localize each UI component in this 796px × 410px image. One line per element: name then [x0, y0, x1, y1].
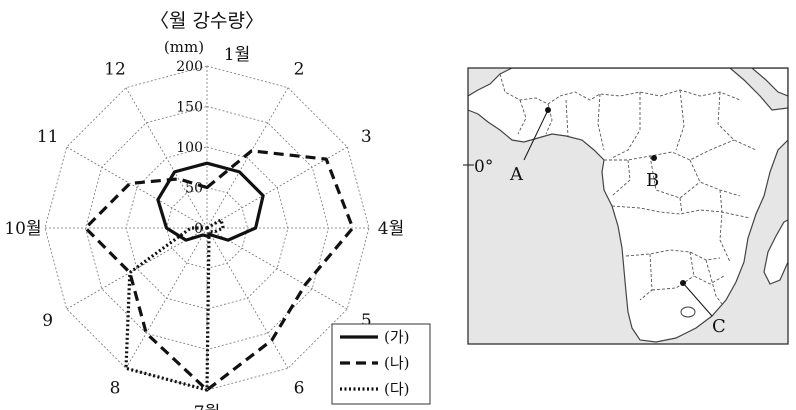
series-1-polygon: [156, 161, 265, 242]
axis-label: 2: [294, 60, 305, 80]
country-borders: [499, 73, 757, 305]
arabia-landmass: [751, 68, 788, 97]
grid-spoke: [206, 227, 289, 369]
axis-label: 3: [361, 127, 372, 147]
legend-label: (나): [384, 354, 410, 372]
axis-label: 1월: [224, 45, 250, 65]
madagascar: [763, 219, 788, 285]
legend: (가) (나) (다): [331, 323, 431, 405]
axis-label: 6: [294, 378, 305, 398]
radial-tick-label: 150: [176, 100, 203, 116]
point-b-marker: [651, 155, 657, 161]
grid-spoke: [66, 227, 208, 310]
axis-label: 10월: [4, 219, 41, 239]
axis-label: 5: [361, 311, 372, 331]
chart-unit: (mm): [164, 38, 204, 56]
axis-label: 12: [104, 60, 126, 80]
radial-tick-label: 100: [176, 140, 203, 156]
point-c-label: C: [712, 316, 726, 337]
axis-label: 7월: [194, 403, 220, 410]
grid-spoke: [125, 227, 208, 369]
grid-spoke: [206, 87, 289, 229]
radial-tick-label: 0: [194, 221, 203, 237]
legend-label: (가): [384, 328, 410, 346]
radial-tick-label: 200: [176, 59, 203, 75]
map-frame: [467, 67, 789, 345]
series-2-polygon: [83, 149, 355, 392]
point-a-label: A: [509, 164, 524, 185]
axis-label: 11: [37, 127, 59, 147]
legend-label: (다): [384, 380, 410, 398]
africa-map: 0° A B C: [463, 67, 789, 345]
equator-label: 0°: [474, 157, 493, 177]
axis-label: 8: [110, 378, 121, 398]
lesotho: [680, 306, 696, 318]
africa-landmass: [468, 68, 788, 343]
grid-spoke: [125, 87, 208, 229]
point-a-leader: [523, 109, 549, 161]
chart-title: 〈월 강수량〉: [150, 10, 264, 32]
grid-spoke: [66, 146, 208, 229]
point-b-label: B: [646, 170, 659, 191]
axis-label: 9: [42, 311, 53, 331]
radar-series: [83, 149, 355, 392]
month-axis-labels: 1월 2 3 4월 5 6 7월 8 9 10월 11 12: [4, 45, 404, 410]
series-3-polygon: [124, 218, 225, 392]
grid-spoke: [206, 146, 348, 229]
point-c-leader: [682, 282, 713, 317]
axis-label: 4월: [378, 219, 404, 239]
grid-spoke: [206, 227, 348, 310]
